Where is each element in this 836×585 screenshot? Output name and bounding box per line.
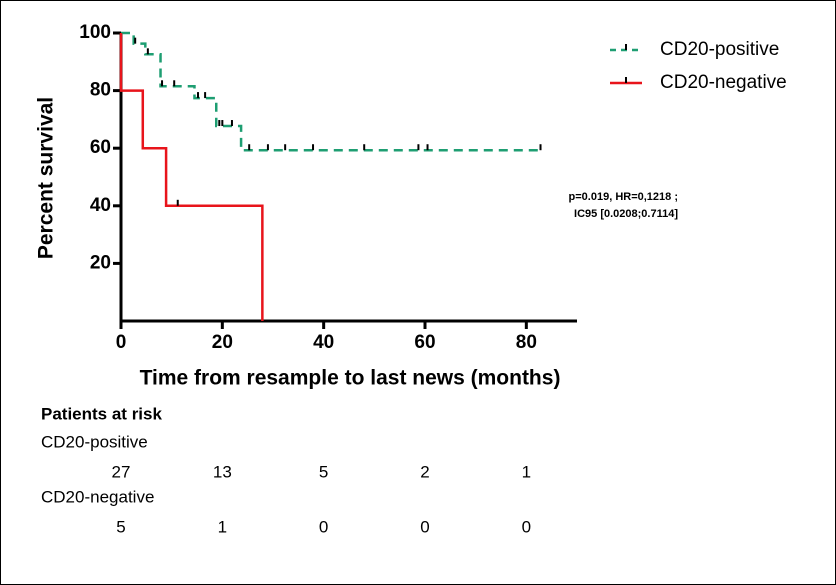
risk-count: 5	[319, 462, 328, 481]
x-tick-label: 0	[116, 332, 127, 353]
y-tick-label: 100	[79, 22, 111, 43]
risk-count: 0	[319, 517, 328, 536]
x-tick-label: 40	[313, 332, 334, 353]
legend-label: CD20-positive	[660, 39, 779, 60]
x-tick-label: 20	[212, 332, 233, 353]
x-tick-label: 80	[516, 332, 537, 353]
risk-count: 5	[116, 517, 125, 536]
legend-label: CD20-negative	[660, 72, 787, 93]
y-tick-label: 80	[90, 80, 111, 101]
survival-curve	[121, 31, 541, 152]
y-axis-label: Percent survival	[35, 97, 58, 259]
risk-count: 2	[420, 462, 429, 481]
risk-row-label: CD20-negative	[41, 487, 154, 506]
risk-count: 0	[420, 517, 429, 536]
x-tick-label: 60	[414, 332, 435, 353]
risk-count: 27	[112, 462, 131, 481]
annotation: p=0.019, HR=0,1218 ;	[569, 191, 678, 203]
risk-count: 1	[522, 462, 531, 481]
y-tick-label: 20	[90, 252, 111, 273]
y-tick-label: 40	[90, 195, 111, 216]
annotation: IC95 [0.0208;0.7114]	[574, 208, 678, 220]
risk-table-title: Patients at risk	[41, 404, 162, 423]
risk-row-label: CD20-positive	[41, 432, 148, 451]
risk-count: 0	[522, 517, 531, 536]
x-axis-label: Time from resample to last news (months)	[140, 367, 561, 390]
risk-count: 1	[218, 517, 227, 536]
risk-count: 13	[213, 462, 232, 481]
survival-curve	[119, 33, 264, 321]
y-tick-label: 60	[90, 137, 111, 158]
